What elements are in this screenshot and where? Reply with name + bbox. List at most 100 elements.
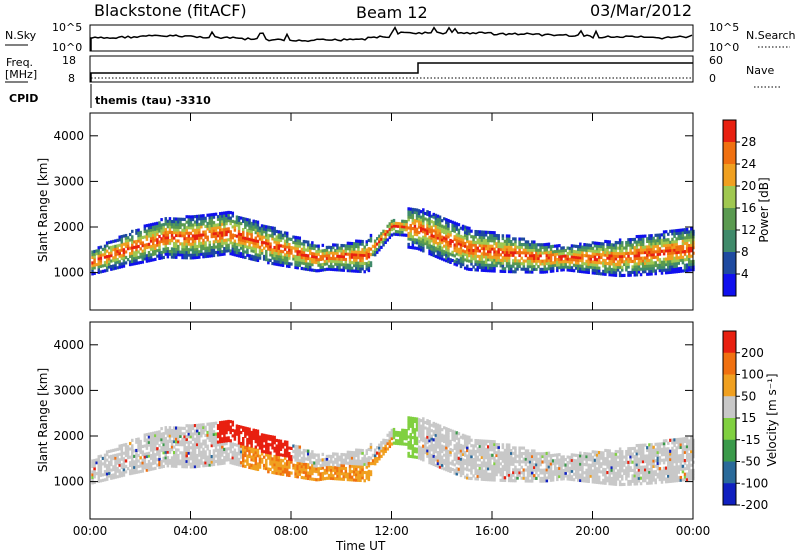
power-cell (409, 237, 412, 241)
power-cell (514, 251, 517, 255)
power-cell (246, 237, 249, 241)
power-cell (390, 225, 394, 229)
power-cell (641, 240, 645, 244)
velocity-cell (294, 474, 297, 479)
velocity-cell (244, 429, 247, 433)
power-cell (438, 245, 442, 249)
power-cell (191, 234, 195, 238)
velocity-cell (369, 472, 373, 477)
power-cell (482, 268, 486, 272)
velocity-cell (382, 452, 385, 456)
power-cell (535, 254, 538, 258)
velocity-cell (198, 459, 201, 463)
power-cell (384, 232, 387, 236)
power-cell (667, 262, 670, 266)
power-cell (216, 223, 220, 227)
power-cell (593, 266, 597, 270)
power-cell (133, 251, 136, 255)
power-cell (648, 258, 651, 263)
power-cell (384, 238, 387, 242)
power-cell (382, 240, 385, 244)
power-cell (112, 239, 115, 243)
power-cell (248, 256, 251, 261)
power-cell (250, 254, 253, 258)
power-cell (520, 237, 523, 241)
power-cell (445, 218, 448, 222)
velocity-cell (424, 451, 427, 455)
velocity-cell (417, 423, 421, 427)
power-cell (419, 215, 423, 219)
power-cell (518, 259, 521, 263)
power-cell (501, 236, 505, 241)
power-cell (476, 241, 479, 245)
power-cell (543, 262, 546, 266)
velocity-cell (407, 440, 410, 445)
velocity-cell (495, 459, 498, 463)
power-cell (579, 269, 582, 274)
velocity-cell (350, 450, 354, 455)
power-cell (348, 255, 352, 259)
velocity-cell (484, 447, 488, 452)
velocity-cell (411, 427, 415, 431)
power-cell (99, 262, 103, 266)
power-cell (679, 253, 683, 257)
velocity-cell (489, 453, 492, 457)
power-cell (225, 246, 228, 250)
power-cell (581, 248, 584, 252)
power-cell (631, 270, 634, 274)
velocity-cell (388, 442, 392, 446)
velocity-cell (361, 468, 364, 472)
power-cell (570, 268, 574, 273)
velocity-cell (97, 460, 101, 464)
power-cell (298, 258, 302, 262)
power-cell (183, 223, 186, 227)
power-cell (591, 271, 595, 275)
velocity-cell (285, 470, 289, 474)
velocity-cell (376, 451, 379, 455)
power-cell (478, 260, 482, 264)
velocity-cell (114, 467, 117, 471)
velocity-cell (419, 449, 423, 453)
velocity-cell (357, 454, 360, 458)
power-cell (346, 263, 350, 267)
power-cell (503, 267, 507, 271)
power-cell (614, 254, 618, 258)
power-cell (543, 267, 546, 271)
power-cell (267, 258, 270, 262)
velocity-cell (183, 456, 186, 461)
velocity-cell (281, 453, 285, 457)
velocity-cell (218, 423, 222, 427)
velocity-cell (461, 447, 465, 451)
power-cell (254, 244, 258, 248)
colorbar-swatch (723, 186, 736, 209)
velocity-cell (357, 476, 360, 480)
power-cell (177, 253, 180, 257)
velocity-cell (279, 458, 283, 462)
power-cell (309, 265, 312, 269)
velocity-cell (156, 449, 159, 454)
power-cell (137, 250, 140, 254)
power-cell (482, 238, 486, 242)
power-cell (644, 267, 647, 271)
power-cell (227, 243, 230, 247)
power-cell (526, 240, 530, 244)
velocity-cell (373, 459, 377, 463)
power-cell (650, 264, 653, 268)
power-cell (202, 230, 205, 234)
power-cell (641, 248, 645, 252)
power-cell (660, 268, 664, 272)
velocity-cell (218, 442, 222, 447)
velocity-cell (172, 440, 176, 444)
power-cell (304, 264, 308, 268)
power-cell (539, 262, 542, 266)
velocity-cell (283, 443, 287, 447)
power-cell (187, 223, 191, 227)
power-cell (126, 241, 130, 245)
velocity-cell (273, 457, 276, 461)
power-cell (108, 257, 111, 261)
power-cell (579, 264, 582, 268)
velocity-cell (428, 452, 431, 457)
nave-label: Nave (746, 64, 774, 77)
power-cell (530, 251, 534, 255)
velocity-cell (166, 464, 170, 468)
